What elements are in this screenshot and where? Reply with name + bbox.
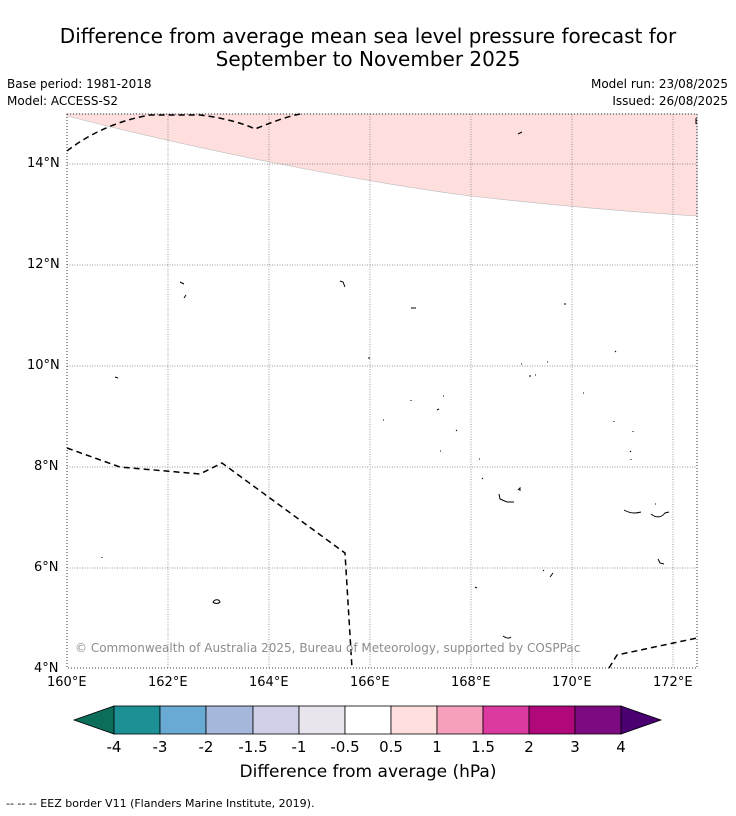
lat-tick-12n: 12°N [27, 257, 60, 272]
islands [101, 118, 697, 639]
colorbar-label: -3 [152, 738, 168, 756]
colorbar-arrow-low [72, 705, 115, 735]
lat-tick-4n: 4°N [34, 661, 59, 676]
colorbar-label: -2 [198, 738, 214, 756]
lat-tick-6n: 6°N [34, 560, 59, 575]
colorbar-label: -1 [291, 738, 307, 756]
colorbar-title: Difference from average (hPa) [239, 762, 497, 782]
colorbar-seg-11 [574, 705, 622, 735]
colorbar-seg-10 [528, 705, 576, 735]
lon-tick-164e: 164°E [249, 675, 289, 690]
map-title-line1: Difference from average mean sea level p… [59, 24, 677, 48]
model-name: Model: ACCESS-S2 [7, 94, 119, 108]
lon-tick-170e: 170°E [552, 675, 592, 690]
copyright-notice: © Commonwealth of Australia 2025, Bureau… [75, 641, 581, 655]
colorbar-seg-2 [159, 705, 207, 735]
lon-tick-162e: 162°E [148, 675, 188, 690]
map-frame [66, 113, 698, 669]
gridlines [67, 114, 697, 668]
colorbar-arrow-high [620, 705, 663, 735]
model-run: Model run: 23/08/2025 [590, 77, 728, 91]
colorbar-label: 2 [524, 738, 534, 756]
colorbar-label: 4 [616, 738, 626, 756]
colorbar-label: 3 [570, 738, 580, 756]
colorbar-seg-4 [252, 705, 300, 735]
colorbar-seg-1 [113, 705, 161, 735]
lat-tick-10n: 10°N [27, 358, 60, 373]
issued-date: Issued: 26/08/2025 [612, 94, 728, 108]
lon-tick-166e: 166°E [350, 675, 390, 690]
eez-borders [66, 113, 698, 669]
colorbar-seg-9 [482, 705, 530, 735]
lon-tick-160e: 160°E [47, 675, 87, 690]
colorbar-seg-5 [298, 705, 346, 735]
lat-tick-14n: 14°N [27, 156, 60, 171]
colorbar-label: -4 [106, 738, 122, 756]
eez-border-legend: -- -- -- EEZ border V11 (Flanders Marine… [6, 797, 315, 810]
anomaly-shading-0-5-to-1 [66, 113, 698, 217]
colorbar-label: 1.5 [471, 738, 495, 756]
colorbar [72, 705, 663, 735]
lon-tick-172e: 172°E [653, 675, 693, 690]
colorbar-seg-3 [205, 705, 254, 735]
map-panel [66, 113, 698, 735]
lat-tick-8n: 8°N [34, 459, 59, 474]
colorbar-label: -1.5 [238, 738, 268, 756]
colorbar-label: 0.5 [379, 738, 403, 756]
map-title-line2: September to November 2025 [215, 47, 521, 71]
colorbar-label: 1 [432, 738, 442, 756]
colorbar-seg-8 [436, 705, 484, 735]
colorbar-seg-6 [344, 705, 392, 735]
colorbar-seg-7 [390, 705, 438, 735]
lon-tick-168e: 168°E [451, 675, 491, 690]
base-period: Base period: 1981-2018 [7, 77, 152, 91]
colorbar-label: -0.5 [330, 738, 360, 756]
